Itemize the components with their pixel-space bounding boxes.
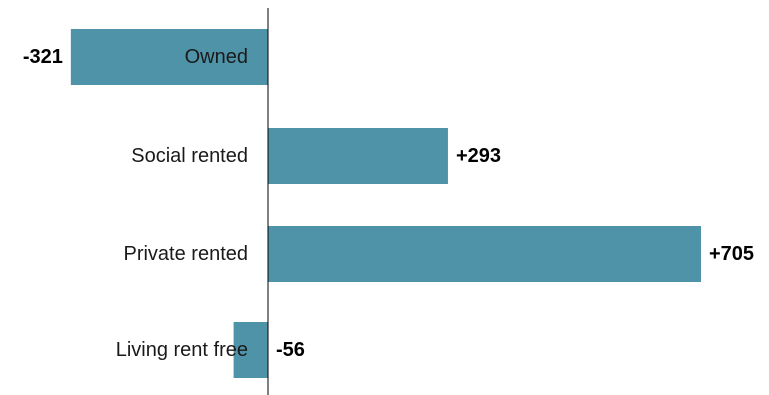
bar-owned bbox=[70, 29, 269, 85]
value-label-living-rent-free: -56 bbox=[276, 339, 305, 361]
category-label-owned: Owned bbox=[185, 46, 248, 68]
category-label-living-rent-free: Living rent free bbox=[116, 339, 248, 361]
value-label-owned: -321 bbox=[23, 46, 63, 68]
bar-social-rented bbox=[268, 128, 448, 184]
bars-layer bbox=[70, 29, 701, 378]
category-label-social-rented: Social rented bbox=[131, 145, 248, 167]
category-label-private-rented: Private rented bbox=[123, 243, 248, 265]
bar-living-rent-free bbox=[233, 322, 268, 378]
bar-private-rented bbox=[268, 226, 701, 282]
value-label-private-rented: +705 bbox=[709, 243, 754, 265]
value-label-social-rented: +293 bbox=[456, 145, 501, 167]
labels-layer: Owned -321 Social rented +293 Private rented… bbox=[23, 46, 754, 361]
